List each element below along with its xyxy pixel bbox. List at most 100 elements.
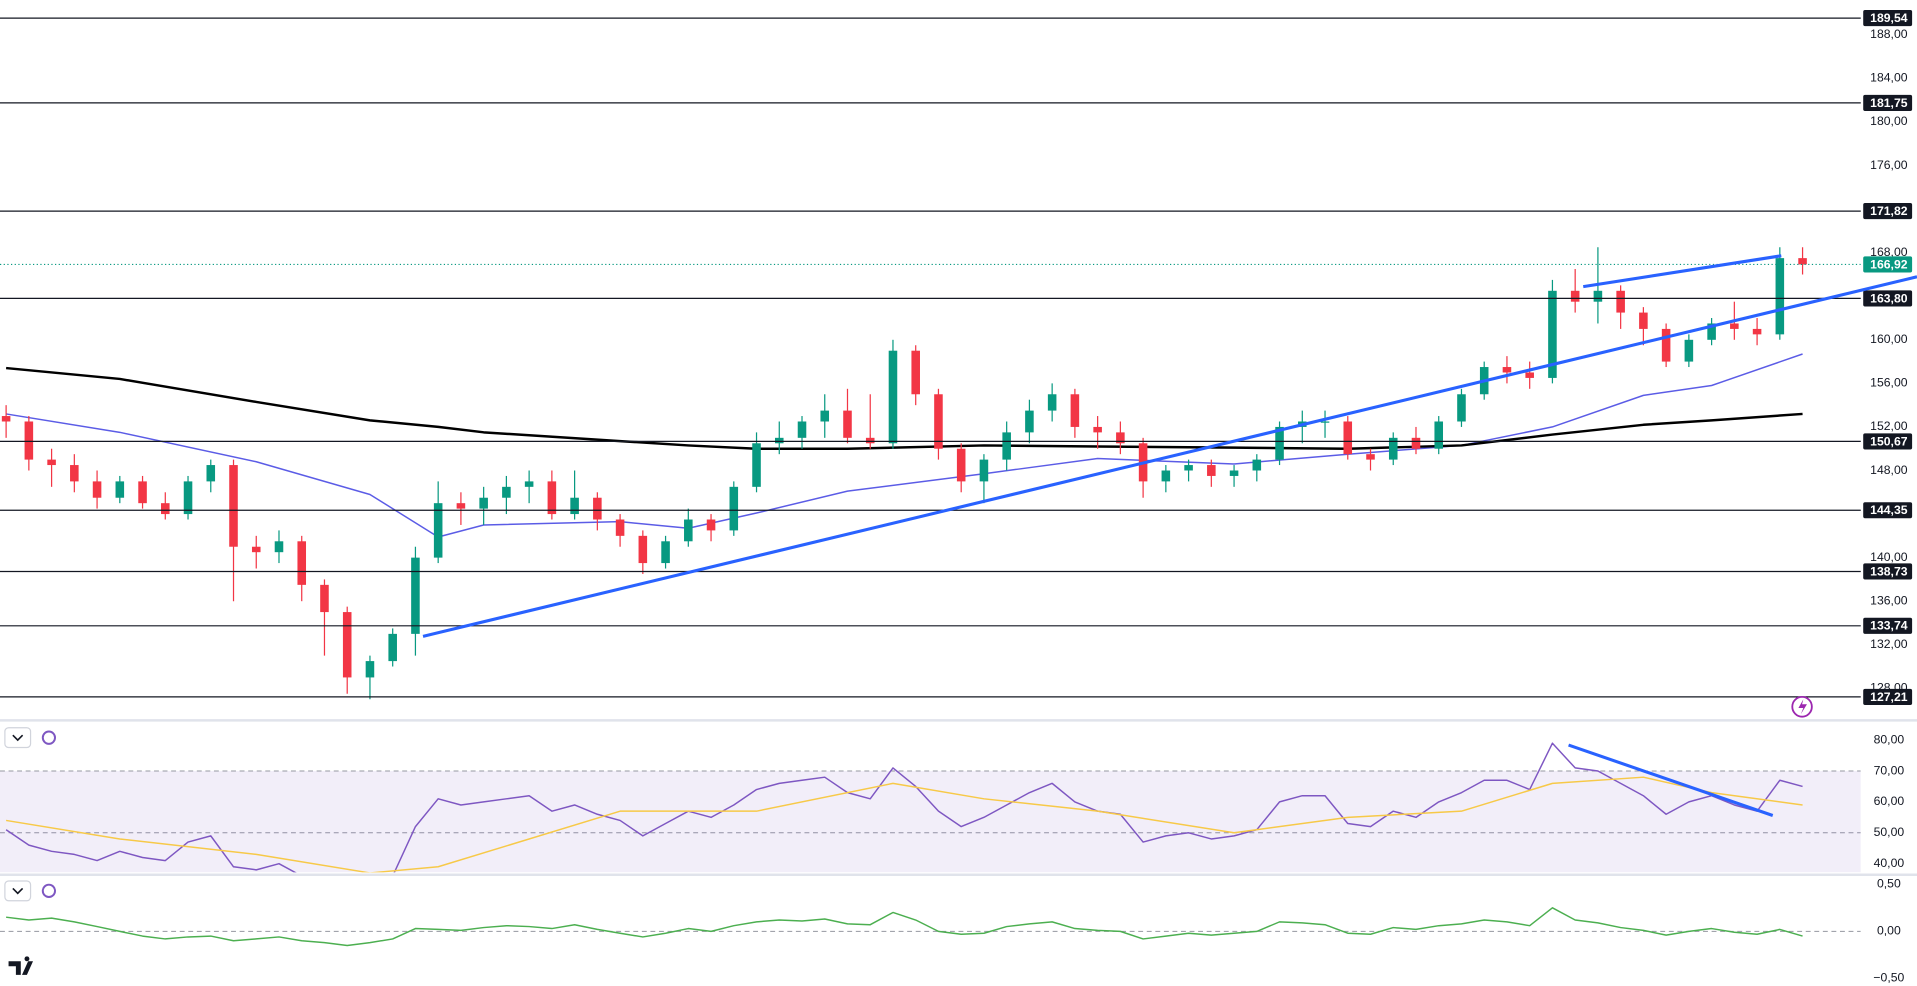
candle-body [1116, 432, 1125, 444]
level-label-box [1863, 203, 1913, 220]
candle-body [161, 503, 170, 515]
candle-body [274, 541, 284, 553]
candle-body [638, 535, 648, 564]
candle-body [524, 481, 534, 487]
y-tick-label: 0,00 [1877, 924, 1901, 938]
y-tick-label: 180,00 [1870, 114, 1908, 128]
candle-body [1593, 290, 1603, 302]
candle-body [1639, 312, 1648, 329]
candle-body [433, 503, 443, 558]
candle-body [1002, 432, 1011, 460]
candle-body [1366, 454, 1375, 460]
candle-body [615, 519, 625, 536]
candle-body [1730, 323, 1739, 329]
candle-body [115, 481, 125, 498]
candle-body [1525, 372, 1534, 378]
candle-body [1207, 465, 1216, 476]
candle-body [1752, 328, 1762, 335]
y-tick-label: 184,00 [1870, 71, 1908, 85]
candle-body [1275, 426, 1284, 460]
candle-body [843, 410, 852, 438]
series-line [6, 907, 1803, 947]
drawings [422, 254, 1917, 817]
candle-body [342, 612, 352, 678]
candle-body [92, 481, 102, 498]
level-label-box [1863, 290, 1913, 307]
level-label: 138,73 [1870, 564, 1908, 578]
level-label-box [1863, 10, 1913, 27]
candle-body [888, 350, 898, 444]
level-label: 163,80 [1870, 291, 1908, 305]
level-label-box [1863, 502, 1913, 519]
candle-body [729, 486, 739, 531]
level-label: 127,21 [1870, 690, 1908, 704]
series-line [5, 366, 1803, 451]
pane-refresh[interactable] [41, 730, 56, 745]
candle-body [479, 497, 488, 509]
last-price-box [1863, 256, 1913, 273]
candle-body [297, 541, 307, 585]
candle-body [1775, 258, 1785, 335]
candle-body [183, 481, 193, 515]
candle-body [1025, 410, 1034, 433]
candle-body [1070, 394, 1080, 427]
trendline [1568, 743, 1774, 817]
candle-body [547, 481, 557, 515]
candle-body [865, 437, 875, 444]
candle-body [251, 546, 261, 553]
candle-body [320, 584, 329, 613]
candle-body [70, 465, 79, 482]
candle-body [1570, 290, 1580, 302]
alert-icon[interactable] [1791, 695, 1813, 718]
trendline [422, 275, 1917, 638]
candle-body [138, 481, 147, 504]
candle-body [1548, 290, 1557, 378]
candle-body [206, 465, 216, 482]
candle-body [502, 486, 511, 498]
candle-body [411, 557, 420, 634]
level-label-box [1863, 688, 1913, 705]
candle-body [934, 394, 943, 449]
level-label-box [1863, 433, 1913, 450]
series-line [5, 776, 1803, 873]
candle-body [24, 421, 34, 460]
candle-body [1, 416, 11, 422]
candle-body [47, 459, 56, 466]
last-price-label: 166,92 [1870, 257, 1908, 271]
y-tick-label: 168,00 [1870, 245, 1908, 259]
candle-body [1502, 367, 1512, 373]
candle-body [1093, 426, 1102, 433]
candle-body [456, 503, 466, 509]
level-label-box [1863, 94, 1913, 111]
level-label-box [1863, 563, 1913, 580]
candle-body [684, 519, 693, 542]
y-tick-label: 80,00 [1874, 732, 1905, 746]
pane-button[interactable] [4, 727, 32, 749]
trendline [1583, 254, 1782, 289]
series-line [5, 742, 1803, 873]
pane [0, 742, 1861, 873]
candle-body [1252, 459, 1262, 471]
level-label: 144,35 [1870, 503, 1908, 517]
candle-body [706, 519, 716, 531]
candle-body [774, 437, 784, 444]
y-tick-label: 156,00 [1870, 376, 1908, 390]
price-axis-area [1860, 0, 1917, 986]
y-tick-label: 40,00 [1874, 856, 1905, 870]
level-label: 171,82 [1870, 204, 1908, 218]
pane-button[interactable] [4, 880, 32, 902]
candle-body [1161, 470, 1171, 482]
level-label: 189,54 [1870, 11, 1908, 25]
candle-body [911, 350, 920, 395]
logo [8, 956, 34, 975]
pane-refresh[interactable] [41, 883, 56, 899]
candle-body [1320, 421, 1330, 423]
candle-body [752, 443, 761, 487]
candle-body [1616, 290, 1625, 313]
candle-body [661, 541, 670, 564]
candle-body [1798, 258, 1807, 265]
level-label: 133,74 [1870, 619, 1908, 633]
